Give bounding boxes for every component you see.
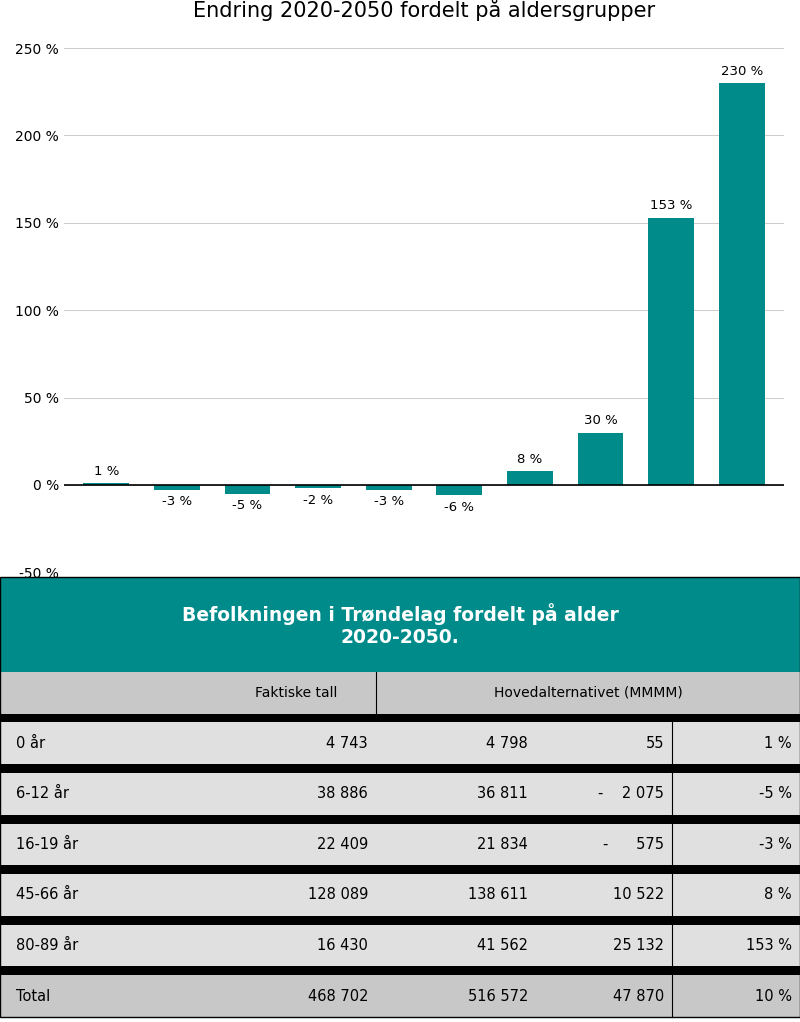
Bar [0,874,800,916]
Text: -5 %: -5 % [233,499,262,512]
Text: 153 %: 153 % [746,938,792,953]
Text: Faktiske tall: Faktiske tall [255,686,337,700]
Text: 22 409: 22 409 [317,837,368,852]
Text: -6 %: -6 % [444,501,474,514]
Bar [0,824,800,866]
Bar [154,485,200,491]
Text: 1 %: 1 % [94,465,119,478]
Text: -    2 075: - 2 075 [598,786,664,801]
Text: 41 562: 41 562 [477,938,528,953]
Bar [436,485,482,496]
Bar [0,713,800,723]
Text: 36 811: 36 811 [478,786,528,801]
Bar [0,975,800,1017]
Text: 4 743: 4 743 [326,736,368,751]
Text: 30 %: 30 % [583,414,618,427]
Text: 47 870: 47 870 [613,988,664,1004]
Bar [295,485,341,489]
Text: 10 522: 10 522 [613,887,664,902]
Bar [578,432,623,485]
Text: 80-89 år: 80-89 år [16,938,78,953]
Text: 16 430: 16 430 [317,938,368,953]
Text: 4 798: 4 798 [486,736,528,751]
Title: Hovedalternativet (MMMM) Trøndelag
Endring 2020-2050 fordelt på aldersgrupper: Hovedalternativet (MMMM) Trøndelag Endri… [193,0,655,20]
Text: 468 702: 468 702 [307,988,368,1004]
Text: 6-12 år: 6-12 år [16,786,69,801]
Text: -5 %: -5 % [759,786,792,801]
Text: -      575: - 575 [603,837,664,852]
Text: 25 132: 25 132 [613,938,664,953]
Text: -2 %: -2 % [303,494,333,507]
Text: -3 %: -3 % [374,496,404,508]
Bar [0,925,800,967]
Bar [0,671,800,713]
Text: 128 089: 128 089 [308,887,368,902]
Text: 55: 55 [646,736,664,751]
Text: 10 %: 10 % [755,988,792,1004]
Text: 45-66 år: 45-66 år [16,887,78,902]
Text: 0 år: 0 år [16,736,45,751]
Bar [366,485,412,491]
Bar [0,577,800,671]
Bar [507,471,553,485]
Bar [0,967,800,975]
Text: Befolkningen i Trøndelag fordelt på alder
2020-2050.: Befolkningen i Trøndelag fordelt på alde… [182,603,618,647]
Text: 8 %: 8 % [518,453,542,466]
Bar [0,815,800,824]
Text: 153 %: 153 % [650,199,692,213]
Text: 16-19 år: 16-19 år [16,837,78,852]
Bar [718,83,765,485]
Bar [225,485,270,494]
Bar [0,723,800,764]
Text: 1 %: 1 % [764,736,792,751]
Text: 230 %: 230 % [721,64,762,78]
Text: -3 %: -3 % [759,837,792,852]
Bar [0,764,800,773]
Text: -3 %: -3 % [162,496,192,508]
Text: 138 611: 138 611 [468,887,528,902]
Bar [0,773,800,815]
Text: 8 %: 8 % [764,887,792,902]
Text: Total: Total [16,988,50,1004]
Bar [0,916,800,925]
Bar [83,483,130,485]
Text: 38 886: 38 886 [318,786,368,801]
Text: 516 572: 516 572 [468,988,528,1004]
Text: Hovedalternativet (MMMM): Hovedalternativet (MMMM) [494,686,682,700]
Bar [648,218,694,485]
Bar [0,866,800,874]
Text: 21 834: 21 834 [477,837,528,852]
